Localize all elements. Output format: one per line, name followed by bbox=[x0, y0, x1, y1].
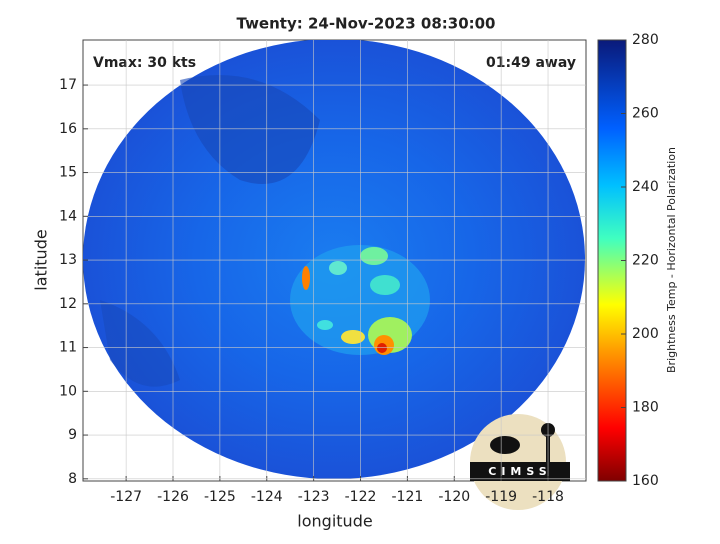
colorbar-tick-label: 160 bbox=[632, 473, 659, 489]
colorbar-tick-label: 200 bbox=[632, 326, 659, 342]
colorbar-label: Brightness Temp - Horizontal Polarizatio… bbox=[665, 147, 678, 373]
x-tick-label: -118 bbox=[532, 489, 564, 505]
colorbar-tick-label: 220 bbox=[632, 253, 659, 269]
colorbar-tick-label: 280 bbox=[632, 32, 659, 48]
x-tick-label: -125 bbox=[204, 489, 236, 505]
colorbar-tick-label: 240 bbox=[632, 179, 659, 195]
logo-text: CIMSS bbox=[488, 465, 551, 478]
y-tick-label: 9 bbox=[68, 427, 77, 443]
y-tick-label: 17 bbox=[59, 77, 77, 93]
vmax-annotation: Vmax: 30 kts bbox=[93, 55, 196, 71]
x-tick-label: -123 bbox=[298, 489, 330, 505]
y-tick-label: 14 bbox=[59, 208, 77, 224]
x-tick-label: -119 bbox=[485, 489, 517, 505]
colorbar-tick-label: 260 bbox=[632, 106, 659, 122]
y-tick-label: 16 bbox=[59, 121, 77, 137]
time-annotation: 01:49 away bbox=[486, 55, 576, 71]
y-tick-label: 11 bbox=[59, 340, 77, 356]
y-tick-label: 12 bbox=[59, 296, 77, 312]
y-axis-label: latitude bbox=[32, 229, 51, 290]
x-tick-label: -122 bbox=[345, 489, 377, 505]
x-tick-label: -124 bbox=[251, 489, 283, 505]
logo: CIMSS bbox=[470, 414, 570, 510]
colorbar-tick-label: 180 bbox=[632, 400, 659, 416]
title: Twenty: 24-Nov-2023 08:30:00 bbox=[236, 15, 495, 33]
x-axis-label: longitude bbox=[297, 512, 372, 531]
x-tick-label: -126 bbox=[157, 489, 189, 505]
x-tick-label: -121 bbox=[392, 489, 424, 505]
x-tick-label: -120 bbox=[438, 489, 470, 505]
y-tick-label: 15 bbox=[59, 165, 77, 181]
y-tick-label: 10 bbox=[59, 383, 77, 399]
x-tick-label: -127 bbox=[110, 489, 142, 505]
y-tick-label: 13 bbox=[59, 252, 77, 268]
swath-image bbox=[83, 40, 585, 479]
y-tick-label: 8 bbox=[68, 471, 77, 487]
